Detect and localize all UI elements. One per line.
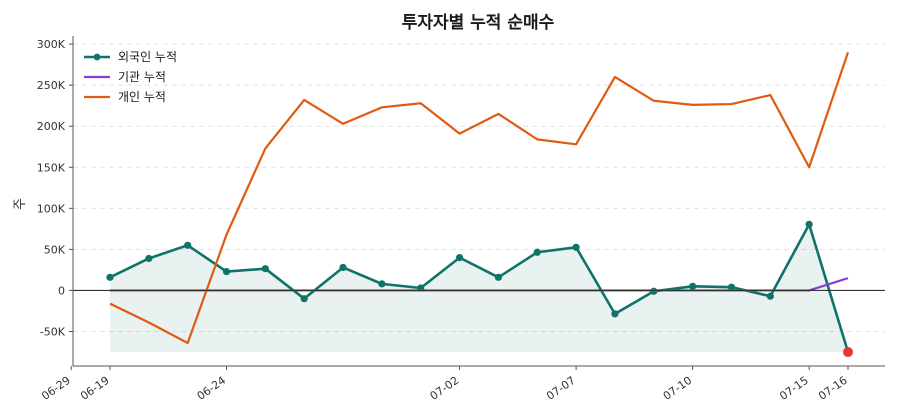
series-0-point (611, 310, 619, 318)
y-tick-label: 0 (58, 284, 65, 297)
legend-entry: 외국인 누적 (118, 50, 177, 64)
series-0-point (339, 263, 347, 272)
x-tick-label: 07-02 (428, 374, 462, 403)
series-0-point (727, 283, 736, 291)
series-0-point (766, 292, 774, 300)
x-tick-label: 07-07 (544, 374, 578, 403)
series-0-point (494, 273, 503, 281)
legend-entry: 개인 누적 (118, 90, 166, 104)
series-0-point (106, 273, 114, 281)
series-0-point (805, 220, 813, 228)
y-tick-label: -50K (40, 326, 66, 339)
y-axis-label: 주 (13, 198, 28, 210)
series-0-point (184, 241, 192, 249)
chart-title: 투자자별 누적 순매수 (402, 13, 555, 33)
x-tick-label: 06-29 (39, 374, 73, 403)
series-0-point (261, 265, 269, 273)
x-tick-label: 07-16 (816, 374, 850, 403)
y-tick-label: 150K (37, 161, 66, 174)
y-tick-label: 100K (37, 202, 66, 215)
series-0-line (109, 223, 850, 353)
series-0-point (300, 295, 308, 303)
series-0-point (222, 267, 231, 276)
legend-entry: 기관 누적 (118, 70, 166, 84)
series-0-point (145, 254, 153, 263)
y-tick-label: 250K (37, 79, 66, 92)
x-tick-label: 07-10 (661, 374, 695, 403)
series-0-point (533, 248, 541, 256)
series-0-point (378, 280, 386, 288)
legend-marker (93, 53, 101, 61)
highlight-point (843, 347, 853, 358)
x-tick-label: 07-15 (777, 374, 811, 403)
fill-layer (110, 224, 848, 353)
y-tick-label: 300K (37, 38, 66, 51)
series-0-point (455, 254, 464, 262)
series-0-area (110, 224, 848, 353)
y-tick-label: 50K (44, 243, 66, 256)
x-tick-label: 06-19 (78, 374, 112, 403)
series-2-line (109, 51, 850, 345)
y-tick-label: 200K (37, 120, 66, 133)
series-0-point (572, 243, 580, 251)
series-0-point (689, 282, 697, 290)
x-tick-label: 06-24 (195, 374, 229, 403)
